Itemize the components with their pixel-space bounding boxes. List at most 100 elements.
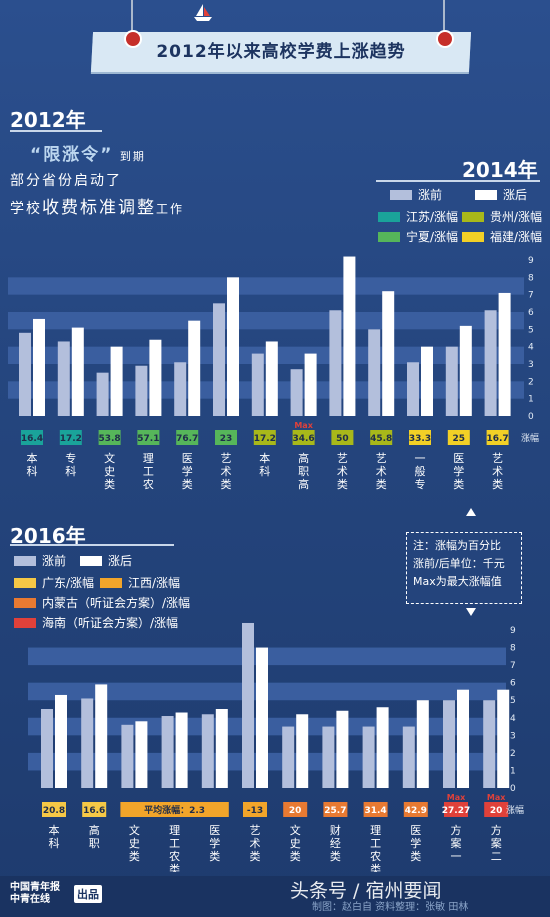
- bar-before: [322, 726, 335, 788]
- category-label-char: 学: [453, 464, 464, 478]
- category-label-char: 类: [290, 849, 301, 863]
- intro-line-3-c: 工作: [156, 202, 185, 216]
- bar-before: [242, 622, 254, 788]
- bar-before: [484, 310, 497, 416]
- category-label-char: 文: [104, 451, 115, 465]
- max-label: Max: [487, 793, 506, 802]
- y-tick-label: 6: [528, 308, 534, 318]
- bar-after: [265, 341, 278, 416]
- legend2014-province-2: 宁夏/涨幅: [378, 228, 458, 245]
- legend2014-province-0-label: 江苏/涨幅: [406, 210, 459, 224]
- legend-swatch-hainan: [14, 617, 36, 628]
- y-tick-label: 4: [528, 343, 534, 353]
- legend-swatch-after-2016: [80, 555, 102, 566]
- category-label-char: 理: [169, 824, 180, 837]
- y-tick-label: 1: [528, 395, 534, 405]
- category-label-char: 一: [415, 452, 426, 465]
- increase-label: 50: [336, 434, 349, 444]
- bar-after: [149, 339, 162, 416]
- intro-year: 2012年: [10, 108, 86, 132]
- footer-credits: 制图：赵白自 资料整理：张敏 田林: [312, 902, 469, 913]
- increase-label: 20: [289, 806, 302, 816]
- category-label-char: 理: [143, 452, 154, 465]
- category-label-char: 艺: [250, 824, 261, 837]
- category-label-char: 经: [330, 837, 341, 850]
- grid-band: [8, 277, 524, 295]
- footer-brand-2: 中青在线: [10, 894, 50, 905]
- category-label-char: 类: [376, 477, 387, 490]
- category-label-char: 学: [182, 464, 193, 478]
- arrow-up-icon: [466, 508, 476, 516]
- increase-badge: [486, 430, 509, 445]
- category-label-char: 科: [49, 836, 60, 850]
- bar-before: [362, 726, 375, 788]
- footer: 中国青年报 中青在线 出品 制图：赵白自 资料整理：张敏 田林 头条号 / 宿州…: [0, 876, 550, 917]
- category-label-char: 高: [89, 823, 100, 837]
- y-tick-label: 7: [528, 291, 534, 301]
- bar-after: [71, 327, 84, 416]
- legend2014-before: 涨前: [390, 186, 442, 203]
- increase-badge: [176, 430, 199, 445]
- category-label-char: 类: [453, 477, 464, 490]
- legend2014-before-label: 涨前: [418, 188, 443, 202]
- legend2016-province-2: 内蒙古（听证会方案）/涨幅: [14, 594, 190, 611]
- increase-badge: [403, 802, 428, 817]
- increase-label: 34.6: [292, 434, 314, 444]
- category-label-char: 职: [298, 465, 309, 478]
- legend-swatch-before: [390, 189, 412, 200]
- legend-swatch-before-2016: [14, 555, 36, 566]
- right-pin-icon: [436, 30, 454, 48]
- note-box: 注：涨幅为百分比 涨前/后单位：千元 Max为最大涨幅值: [406, 532, 522, 604]
- increase-badge: [484, 802, 509, 817]
- y-tick-label: 7: [510, 661, 516, 671]
- average-badge: [120, 802, 229, 817]
- bar-after: [135, 721, 148, 788]
- category-label-char: 术: [376, 465, 387, 478]
- intro-line-3-b: 收费标准调整: [42, 198, 156, 218]
- axis-suffix-label: 涨幅: [521, 432, 539, 444]
- category-label-char: 类: [370, 862, 381, 872]
- intro-suffix: 到期: [119, 150, 146, 163]
- category-label-char: 本: [27, 451, 38, 465]
- bar-before: [282, 726, 295, 788]
- intro-line-2: 部分省份启动了: [10, 173, 122, 189]
- category-label-char: 科: [27, 464, 38, 478]
- category-label-char: 科: [259, 464, 270, 478]
- category-label-char: 方: [491, 823, 502, 837]
- y-tick-label: 4: [510, 714, 516, 724]
- bar-before: [483, 700, 496, 788]
- bar-after: [215, 709, 228, 788]
- bar-before: [121, 724, 134, 788]
- arrow-down-icon: [466, 608, 476, 616]
- page-title: 2012年以来高校学费上涨趋势: [156, 42, 406, 62]
- increase-badge: [21, 430, 43, 445]
- increase-badge: [409, 430, 431, 445]
- legend2016-before: 涨前: [14, 552, 66, 569]
- legend2016-province-0: 广东/涨幅: [14, 574, 94, 591]
- category-label-char: 农: [169, 849, 180, 863]
- y-tick-label: 2: [510, 749, 516, 759]
- increase-badge: [243, 802, 267, 817]
- increase-label: 31.4: [364, 806, 386, 816]
- increase-label: 25: [453, 434, 466, 444]
- category-label-char: 学: [209, 836, 220, 850]
- section2014-year: 2014年: [462, 158, 538, 182]
- chart-2014: 012345678916.4本科17.2专科53.8文史类57.1理工农类76.…: [0, 250, 550, 490]
- increase-label: -13: [247, 806, 263, 816]
- bar-before: [135, 365, 148, 416]
- category-label-char: 艺: [492, 452, 503, 465]
- category-label-char: 财: [330, 823, 341, 837]
- category-label-char: 史: [104, 465, 115, 478]
- grid-band: [8, 312, 524, 330]
- legend2016-before-label: 涨前: [42, 554, 67, 568]
- y-tick-label: 8: [510, 644, 516, 654]
- increase-label: 20: [490, 806, 503, 816]
- bar-before: [41, 709, 53, 788]
- legend2016-province-3: 海南（听证会方案）/涨幅: [14, 614, 178, 631]
- max-label: Max: [294, 421, 313, 430]
- y-tick-label: 9: [528, 256, 534, 266]
- section2014-rule: [376, 180, 540, 182]
- increase-label: 57.1: [137, 434, 159, 444]
- intro-keyword: 限涨令: [43, 145, 101, 165]
- increase-label: 17.2: [254, 434, 276, 444]
